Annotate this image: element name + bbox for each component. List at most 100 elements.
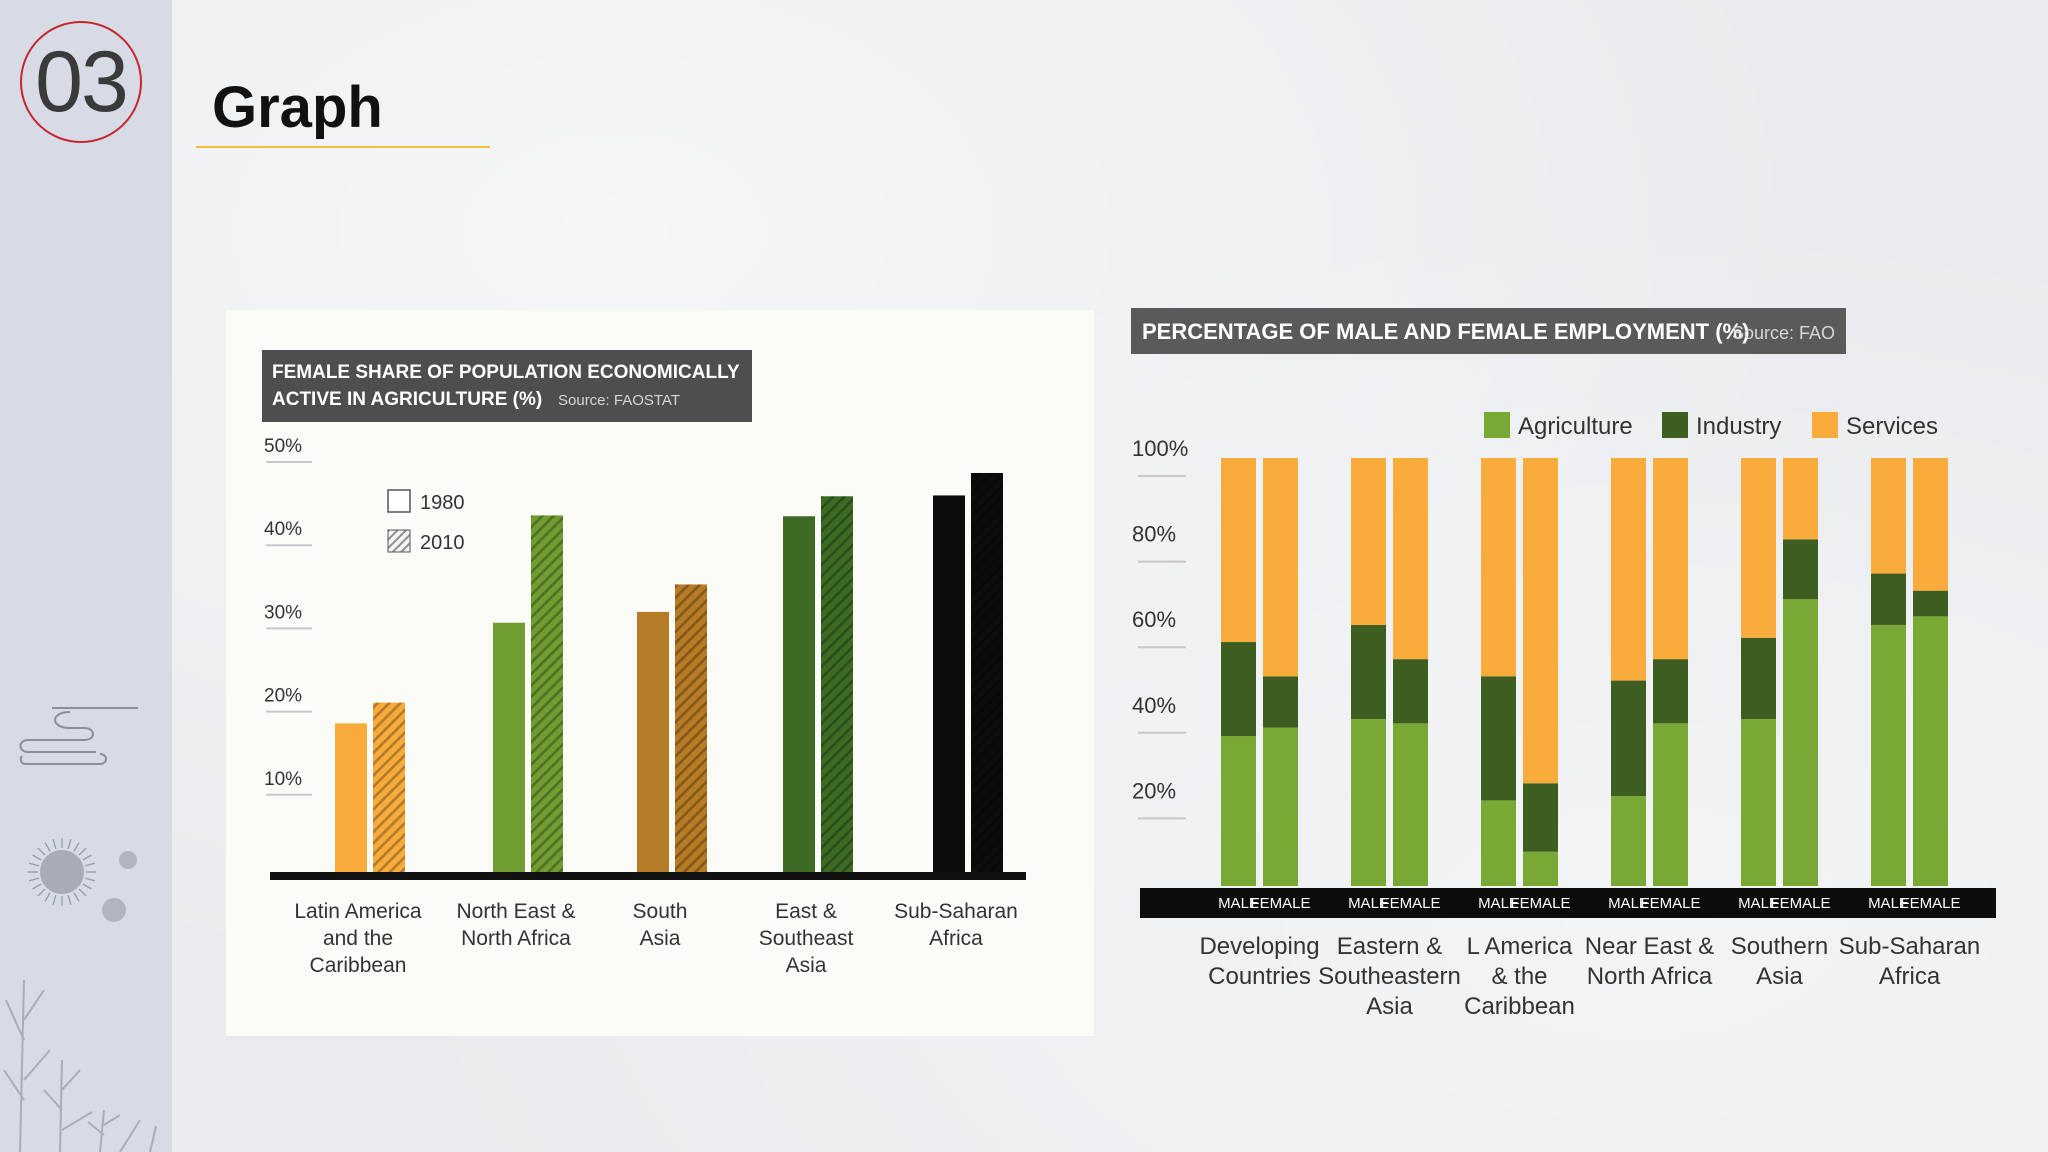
sidebar-decoration [3, 707, 157, 1152]
sun-ray [44, 892, 51, 902]
slide-number: 03 [35, 33, 129, 130]
category-label: & the [1491, 963, 1547, 990]
bar-1980 [637, 611, 669, 874]
sun-ray [32, 854, 42, 861]
bar-segment-industry [1741, 637, 1776, 720]
bar-segment-agriculture [1523, 851, 1558, 886]
category-label: Southeastern [1318, 963, 1461, 990]
legend-label: 1980 [420, 492, 465, 514]
category-label: Asia [786, 954, 827, 977]
legend-swatch [1662, 412, 1688, 438]
bar-label: FEMALE [1380, 895, 1440, 912]
category-label: Africa [929, 927, 983, 950]
y-tick-label: 40% [264, 519, 302, 540]
sidebar [0, 0, 172, 1152]
bar-label: FEMALE [1640, 895, 1700, 912]
chart-title: ACTIVE IN AGRICULTURE (%) [272, 389, 542, 410]
bar-2010 [373, 702, 405, 874]
bar-1980 [933, 495, 965, 874]
bar-label: FEMALE [1900, 895, 1960, 912]
category-label: Southeast [759, 927, 854, 950]
category-label: North Africa [461, 927, 571, 950]
bar-2010 [675, 584, 707, 874]
category-label: Sub-Saharan [1839, 933, 1980, 960]
bar-segment-agriculture [1611, 796, 1646, 886]
sun-ray [28, 877, 39, 882]
bar-label: FEMALE [1770, 895, 1830, 912]
dot-icon [102, 898, 126, 922]
bar-segment-industry [1393, 659, 1428, 724]
sun-ray [28, 862, 39, 867]
sun-ray [78, 888, 87, 897]
category-label: East & [775, 900, 837, 923]
sun-ray [67, 895, 72, 906]
y-tick-label: 80% [1132, 522, 1176, 547]
y-tick-label: 10% [264, 769, 302, 790]
legend-swatch-2010 [387, 529, 411, 553]
sun-ray [85, 877, 96, 882]
category-label: Developing [1199, 933, 1319, 960]
bar-segment-industry [1783, 539, 1818, 600]
category-label: Countries [1208, 963, 1311, 990]
cloud-icon [19, 707, 138, 765]
bar-segment-industry [1523, 783, 1558, 852]
bar-segment-industry [1653, 659, 1688, 724]
category-label: Africa [1879, 963, 1941, 990]
legend-label: Services [1846, 413, 1938, 440]
chart-source: Source: FAO [1732, 323, 1835, 343]
bar-segment-industry [1351, 624, 1386, 720]
bar-segment-services [1393, 458, 1428, 660]
y-tick-label: 60% [1132, 607, 1176, 632]
bar-segment-services [1913, 458, 1948, 591]
y-tick-label: 20% [264, 686, 302, 707]
bar-segment-agriculture [1653, 723, 1688, 886]
bar-segment-agriculture [1221, 736, 1256, 886]
legend-swatch [1812, 412, 1838, 438]
x-axis-band [1140, 888, 1996, 918]
category-label: L America [1467, 933, 1573, 960]
bar-segment-services [1871, 458, 1906, 574]
bar-segment-industry [1263, 676, 1298, 728]
title-underline [196, 146, 490, 148]
legend-label: Industry [1696, 413, 1781, 440]
bar-label: MALE [1868, 895, 1909, 912]
sun-ray [78, 847, 87, 856]
category-label: Asia [640, 927, 681, 950]
bar-segment-industry [1221, 642, 1256, 737]
bar-segment-agriculture [1913, 616, 1948, 886]
bar-segment-services [1263, 458, 1298, 677]
bar-1980 [335, 723, 367, 874]
sun-ray [82, 854, 92, 861]
sun-ray [82, 883, 92, 890]
chart-source: Source: FAOSTAT [558, 392, 680, 409]
bar-label: FEMALE [1510, 895, 1570, 912]
category-label: North East & [456, 900, 575, 923]
bar-segment-industry [1871, 573, 1906, 625]
bar-label: MALE [1348, 895, 1389, 912]
bar-label: MALE [1738, 895, 1779, 912]
sun-ray [85, 862, 96, 867]
bar-segment-services [1481, 458, 1516, 677]
bar-label: MALE [1478, 895, 1519, 912]
employment-chart: PERCENTAGE OF MALE AND FEMALE EMPLOYMENT… [1131, 308, 1996, 1020]
category-label: Near East & [1585, 933, 1714, 960]
bar-2010 [531, 515, 563, 874]
bar-segment-industry [1913, 590, 1948, 617]
bar-segment-services [1783, 458, 1818, 540]
bar-2010 [971, 472, 1003, 874]
bar-segment-agriculture [1263, 727, 1298, 886]
y-tick-label: 40% [1132, 693, 1176, 718]
category-label: Eastern & [1337, 933, 1442, 960]
bar-segment-services [1351, 458, 1386, 625]
chart-title-box [1131, 308, 1846, 354]
bar-1980 [493, 622, 525, 874]
bar-2010 [821, 496, 853, 874]
chart-title: FEMALE SHARE OF POPULATION ECONOMICALLY [272, 362, 740, 383]
bar-segment-agriculture [1481, 800, 1516, 886]
sun-ray [73, 842, 80, 852]
left-chart-panel: FEMALE SHARE OF POPULATION ECONOMICALLY A… [226, 310, 1094, 1036]
sun-ray [67, 838, 72, 849]
bar-segment-agriculture [1783, 599, 1818, 886]
y-tick-label: 50% [264, 436, 302, 457]
bar-segment-industry [1481, 676, 1516, 801]
